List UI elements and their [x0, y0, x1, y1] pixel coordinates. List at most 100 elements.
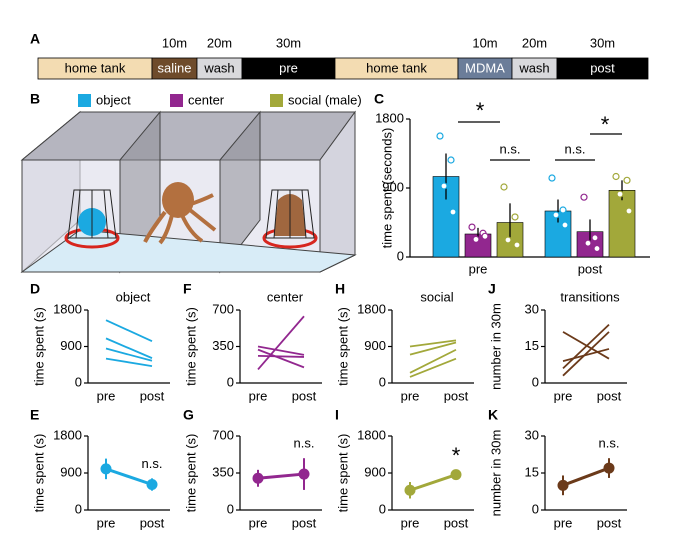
y-tick-label: 1800 — [53, 301, 82, 316]
segment-duration: 20m — [522, 35, 547, 50]
legend-swatch — [170, 94, 183, 107]
significance-label: n.s. — [599, 436, 620, 451]
data-point — [623, 176, 631, 184]
y-axis-label: time spent (s) — [31, 307, 46, 386]
segment-label: wash — [518, 60, 549, 75]
y-tick-label: 350 — [212, 464, 234, 479]
mean-line — [257, 472, 305, 480]
subject-line — [409, 357, 457, 378]
segment-duration: 10m — [162, 35, 187, 50]
y-tick-label: 0 — [75, 374, 82, 389]
y-tick-label: 700 — [212, 427, 234, 442]
significance-label: * — [476, 98, 485, 123]
significance-label: n.s. — [500, 141, 521, 156]
y-axis-label: time spent (s) — [31, 434, 46, 513]
panel-letter: H — [335, 281, 345, 297]
mean-line — [105, 467, 153, 486]
x-tick-label: post — [578, 261, 603, 276]
data-point — [559, 206, 567, 214]
y-tick-label: 0 — [75, 501, 82, 516]
y-tick-label: 30 — [525, 427, 539, 442]
x-tick-label: post — [292, 515, 317, 530]
x-tick-label: pre — [97, 388, 116, 403]
subject-line — [257, 345, 305, 356]
segment-label: MDMA — [465, 60, 505, 75]
x-tick-label: post — [140, 515, 165, 530]
data-point — [447, 156, 455, 164]
mean-marker — [298, 468, 310, 480]
y-tick-label: 700 — [212, 301, 234, 316]
segment-label: post — [590, 60, 615, 75]
y-tick-label: 15 — [525, 338, 539, 353]
panel-letter: F — [183, 281, 192, 297]
mean-marker — [146, 479, 158, 491]
y-axis-label: time spent (seconds) — [379, 128, 394, 249]
y-tick-label: 30 — [525, 301, 539, 316]
legend-label: object — [96, 92, 131, 107]
y-tick-label: 900 — [60, 338, 82, 353]
data-point — [593, 244, 601, 253]
y-tick-label: 0 — [227, 374, 234, 389]
data-point — [561, 221, 569, 229]
x-tick-label: post — [597, 515, 622, 530]
x-tick-label: pre — [554, 515, 573, 530]
data-point — [548, 174, 556, 182]
x-tick-label: pre — [554, 388, 573, 403]
y-axis-label: time spent (s) — [335, 307, 350, 386]
y-tick-label: 0 — [532, 501, 539, 516]
bar — [608, 190, 636, 258]
mean-marker — [557, 479, 569, 491]
panel-letter: G — [183, 407, 194, 423]
timeline-segment — [556, 57, 649, 80]
y-axis-label: number in 30m — [488, 303, 503, 390]
panel-title: transitions — [560, 289, 620, 304]
panel-title: center — [267, 289, 304, 304]
y-tick-label: 15 — [525, 464, 539, 479]
data-point — [504, 236, 512, 244]
panel-letter: I — [335, 407, 339, 423]
subject-line — [105, 319, 153, 343]
y-tick-label: 900 — [382, 179, 404, 194]
y-tick-label: 1800 — [357, 427, 386, 442]
mean-line — [562, 466, 610, 487]
subject-line — [257, 354, 305, 358]
x-tick-label: post — [292, 388, 317, 403]
y-axis-label: time spent (s) — [183, 307, 198, 386]
x-tick-label: post — [444, 388, 469, 403]
panel-letter: C — [374, 91, 384, 107]
panel-letter: E — [30, 407, 39, 423]
y-tick-label: 0 — [397, 248, 404, 263]
y-tick-label: 0 — [379, 374, 386, 389]
mean-marker — [603, 462, 615, 474]
mean-marker — [450, 469, 462, 481]
legend-label: center — [188, 92, 225, 107]
y-tick-label: 0 — [532, 374, 539, 389]
subject-line — [105, 347, 153, 362]
x-tick-label: pre — [97, 515, 116, 530]
x-tick-label: pre — [401, 388, 420, 403]
panel-letter: B — [30, 91, 40, 107]
significance-label: * — [601, 112, 610, 137]
y-tick-label: 900 — [364, 338, 386, 353]
data-point — [612, 172, 620, 181]
data-point — [616, 190, 624, 198]
data-point — [500, 183, 508, 191]
y-tick-label: 900 — [60, 464, 82, 479]
segment-label: saline — [158, 60, 192, 75]
x-tick-label: post — [444, 515, 469, 530]
illustration — [20, 110, 357, 274]
mean-marker — [404, 484, 416, 496]
y-tick-label: 1800 — [375, 110, 404, 125]
segment-duration: 20m — [207, 35, 232, 50]
data-point — [436, 132, 444, 140]
significance-label: n.s. — [142, 456, 163, 471]
legend-label: social (male) — [288, 92, 362, 107]
panel-letter: K — [488, 407, 498, 423]
y-tick-label: 1800 — [357, 301, 386, 316]
panel-letter: A — [30, 31, 40, 47]
subject-line — [409, 339, 457, 348]
subject-line — [409, 341, 457, 356]
subject-line — [257, 348, 305, 369]
y-tick-label: 0 — [379, 501, 386, 516]
